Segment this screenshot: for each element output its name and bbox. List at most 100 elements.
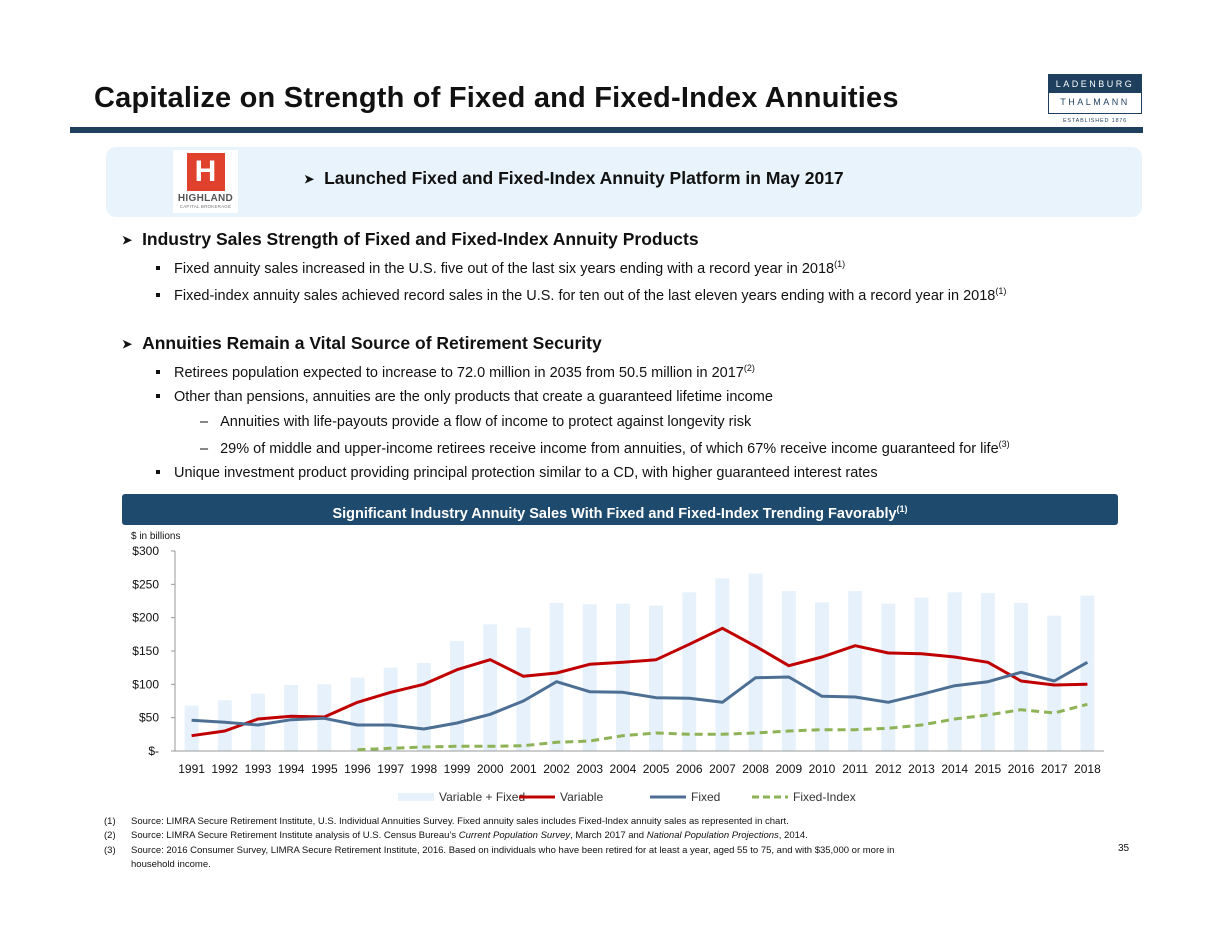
bullet-fixed-sales: Fixed annuity sales increased in the U.S… [156,259,845,277]
footnote-ref: (1) [834,259,846,269]
x-tick-label: 1995 [311,762,338,776]
footnote-ref: (1) [995,286,1007,296]
x-tick-label: 2000 [477,762,504,776]
y-tick-label: $100 [132,677,159,691]
footnote-text-part: Source: LIMRA Secure Retirement Institut… [131,816,789,827]
x-tick-label: 2012 [875,762,902,776]
bar-variable-plus-fixed [416,663,431,751]
bar-variable-plus-fixed [483,624,498,751]
bar-variable-plus-fixed [947,592,962,751]
footnote-italic-text: National Population Projections [646,830,779,841]
bullet-text: 29% of middle and upper-income retirees … [220,440,999,457]
page-number: 35 [1118,843,1130,854]
bar-variable-plus-fixed [516,627,531,751]
page-title: Capitalize on Strength of Fixed and Fixe… [94,82,899,114]
bullet-fixed-index-sales: Fixed-index annuity sales achieved recor… [156,286,1006,304]
x-tick-label: 2004 [610,762,637,776]
x-tick-label: 2014 [941,762,968,776]
square-bullet-icon [156,292,160,297]
y-tick-label: $300 [132,544,159,558]
x-tick-label: 2015 [975,762,1002,776]
highland-name: HIGHLAND [177,193,234,204]
legend-fixed-index-label: Fixed-Index [793,790,856,804]
footnote-text: Source: LIMRA Secure Retirement Institut… [131,816,789,827]
x-tick-label: 2011 [842,762,868,776]
x-tick-label: 2018 [1074,762,1101,776]
x-tick-label: 2006 [676,762,703,776]
banner-text: ➤ Launched Fixed and Fixed-Index Annuity … [304,168,844,189]
section-heading-text: Industry Sales Strength of Fixed and Fix… [142,229,699,249]
subbullet-life-payouts: – Annuities with life-payouts provide a f… [200,414,751,430]
square-bullet-icon [156,265,160,270]
bar-variable-plus-fixed [582,604,597,751]
bullet-text: Unique investment product providing prin… [174,465,878,481]
bar-variable-plus-fixed [881,603,896,751]
x-tick-label: 2009 [775,762,802,776]
x-tick-label: 1998 [410,762,437,776]
title-divider [70,127,1143,133]
x-tick-label: 2003 [576,762,603,776]
footnote-text: Source: 2016 Consumer Survey, LIMRA Secu… [131,845,894,856]
x-tick-label: 2008 [742,762,769,776]
y-tick-label: $200 [132,611,159,625]
legend-variable-fixed-label: Variable + Fixed [439,790,525,804]
y-tick-label: $50 [139,711,159,725]
bullet-text: Annuities with life-payouts provide a fl… [220,414,752,430]
legend-fixed-label: Fixed [691,790,720,804]
x-tick-label: 2013 [908,762,935,776]
y-tick-label: $- [148,744,159,758]
bar-variable-plus-fixed [914,597,929,751]
unit-label: $ in billions [131,531,180,542]
x-tick-label: 2017 [1041,762,1068,776]
bar-variable-plus-fixed [682,592,697,751]
x-tick-label: 2007 [709,762,736,776]
footnote-ref: (1) [896,504,908,514]
arrow-bullet-icon: ➤ [122,233,133,247]
x-tick-label: 1992 [211,762,238,776]
bar-variable-plus-fixed [748,573,763,751]
arrow-bullet-icon: ➤ [304,172,315,186]
x-tick-label: 1999 [444,762,471,776]
bar-variable-plus-fixed [217,700,232,751]
subbullet-retirees-income: –29% of middle and upper-income retirees… [200,439,1010,457]
footnote-ref: (2) [743,363,755,373]
bar-variable-plus-fixed [815,602,829,751]
bullet-text: Fixed annuity sales increased in the U.S… [174,260,835,277]
bullet-text: Retirees population expected to increase… [174,364,744,381]
section-heading-industry-sales: ➤ Industry Sales Strength of Fixed and Fi… [122,229,699,250]
footnote-1: (1) Source: LIMRA Secure Retirement Insti… [104,816,789,827]
footnote-text-part: Source: 2016 Consumer Survey, LIMRA Secu… [131,845,895,856]
dash-bullet-icon: – [200,440,209,457]
bar-variable-plus-fixed [848,591,863,751]
bar-variable-plus-fixed [1047,615,1062,751]
x-tick-label: 1994 [278,762,305,776]
x-tick-label: 2010 [809,762,836,776]
footnote-number: (1) [104,816,116,827]
logo-line1: LADENBURG [1049,75,1141,93]
logo-established: ESTABLISHED 1876 [1062,118,1128,124]
x-tick-label: 1993 [245,762,272,776]
series-line-variable [191,626,1088,738]
bar-variable-plus-fixed [383,667,398,751]
bar-variable-plus-fixed [284,685,299,751]
bar-variable-plus-fixed [350,677,365,751]
legend-variable-label: Variable [560,790,603,804]
footnote-ref: (3) [998,439,1010,449]
bullet-text: Other than pensions, annuities are the o… [174,389,773,405]
bar-variable-plus-fixed [1080,595,1095,751]
section-heading-retirement-security: ➤ Annuities Remain a Vital Source of Reti… [122,333,602,354]
square-bullet-icon [156,369,160,374]
bar-variable-plus-fixed [615,603,630,751]
bar-variable-plus-fixed [1014,603,1029,751]
y-tick-label: $250 [132,577,159,591]
footnote-text-part: , March 2017 and [570,830,647,841]
bullet-lifetime-income: Other than pensions, annuities are the o… [156,389,773,405]
x-tick-label: 2016 [1008,762,1035,776]
bar-variable-plus-fixed [980,593,995,751]
y-tick-label: $150 [132,644,159,658]
highland-logo: H HIGHLAND CAPITAL BROKERAGE [173,150,238,213]
chart-title-banner: Significant Industry Annuity Sales With … [122,494,1118,525]
legend-variable-fixed-swatch [398,793,434,801]
x-tick-label: 2002 [543,762,570,776]
